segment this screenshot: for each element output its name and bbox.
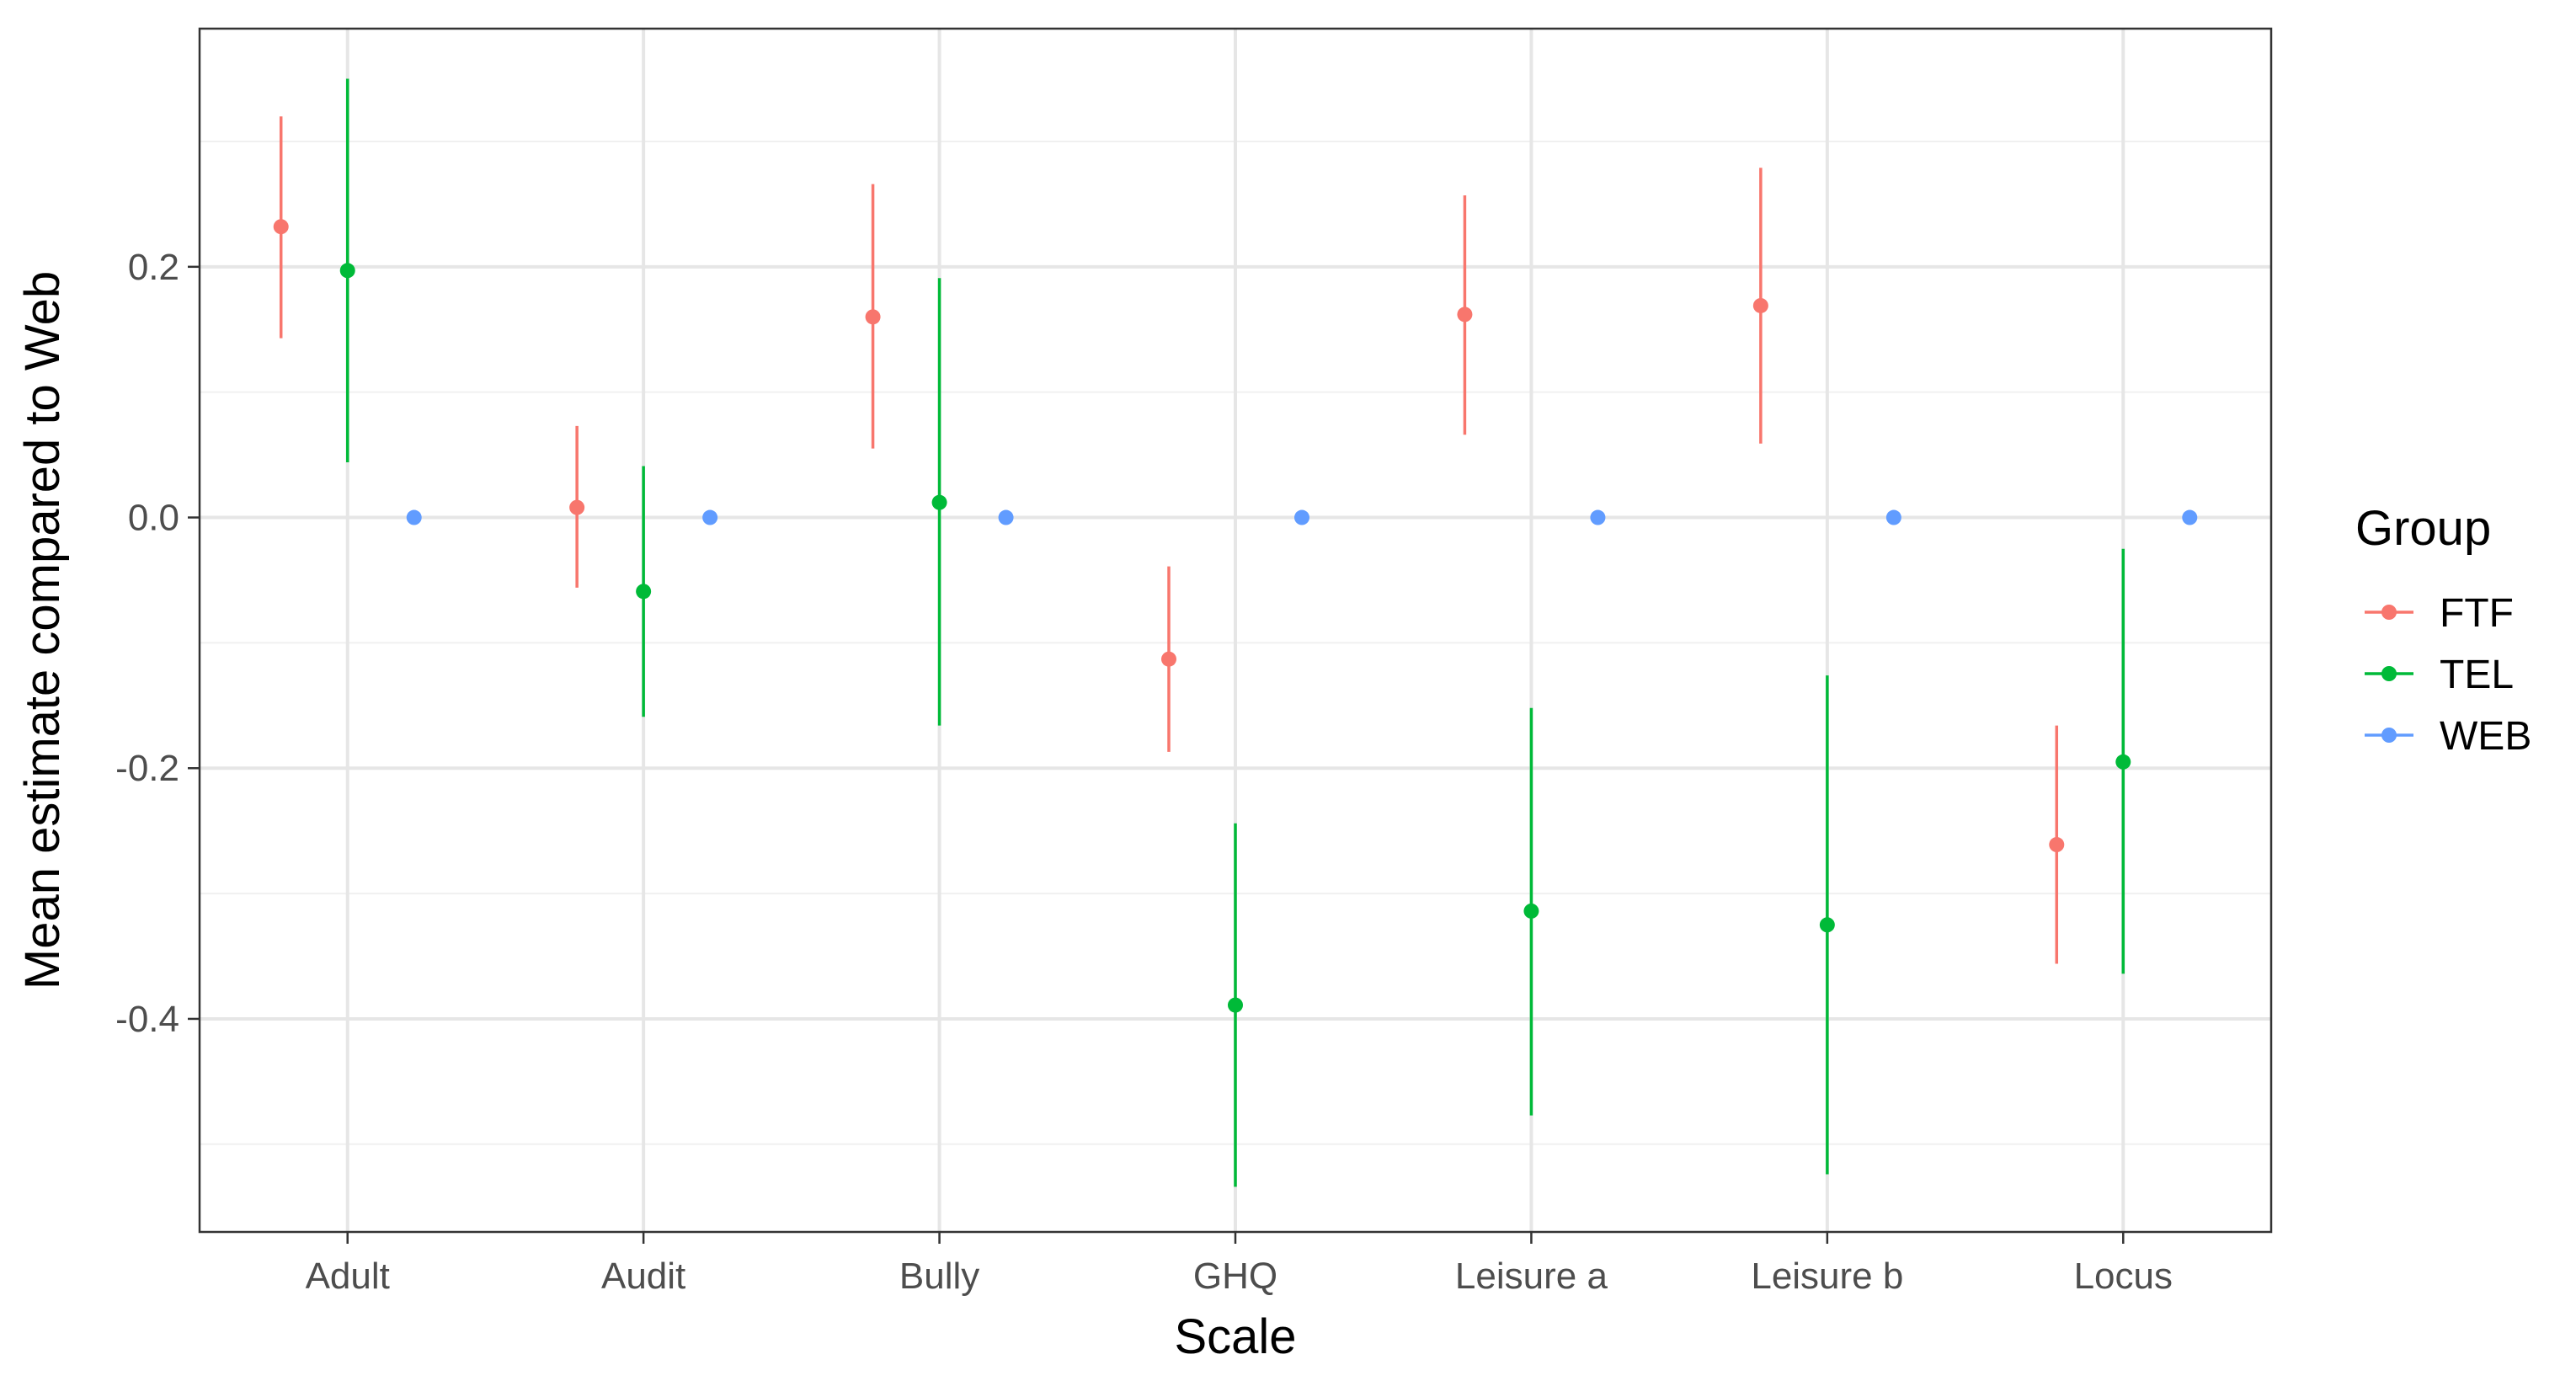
point-web	[1885, 509, 1901, 525]
point-web	[998, 509, 1014, 525]
axes: -0.4 -0.2 0.0 0.2 Adult Audit Bully GHQ Leisure …	[115, 247, 2173, 1297]
point-tel	[339, 263, 355, 279]
legend-key-point-tel	[2381, 666, 2397, 681]
y-tick-label: 0.2	[128, 247, 179, 288]
x-tick-label: Leisure b	[1751, 1256, 1903, 1297]
legend-label-ftf: FTF	[2440, 591, 2514, 636]
point-web	[2182, 509, 2198, 525]
point-ftf	[273, 219, 289, 235]
legend: Group FTF TEL WEB	[2355, 501, 2531, 759]
point-web	[1590, 509, 1606, 525]
point-ftf	[1161, 651, 1176, 667]
point-tel	[1523, 903, 1539, 919]
y-tick-label: -0.2	[115, 748, 179, 789]
legend-key-point-web	[2381, 728, 2397, 743]
legend-title: Group	[2355, 501, 2491, 556]
point-web	[702, 509, 718, 525]
x-tick-label: GHQ	[1193, 1256, 1277, 1297]
point-tel	[2115, 754, 2131, 770]
y-axis-title: Mean estimate compared to Web	[15, 271, 70, 989]
point-ftf	[2049, 837, 2065, 853]
chart-marks	[273, 78, 2198, 1187]
point-tel	[931, 494, 947, 510]
point-web	[1294, 509, 1309, 525]
point-tel	[636, 584, 652, 600]
point-ftf	[569, 499, 585, 515]
x-tick-label: Leisure a	[1455, 1256, 1608, 1297]
y-tick-label: -0.4	[115, 999, 179, 1040]
x-axis-title: Scale	[1174, 1309, 1296, 1364]
x-tick-label: Bully	[899, 1256, 979, 1297]
point-ftf	[1457, 307, 1473, 323]
x-tick-label: Audit	[601, 1256, 685, 1297]
point-ftf	[1752, 297, 1768, 313]
point-tel	[1228, 997, 1243, 1013]
y-tick-label: 0.0	[128, 498, 179, 539]
point-tel	[1819, 917, 1835, 933]
legend-label-web: WEB	[2440, 714, 2531, 759]
legend-key-point-ftf	[2381, 605, 2397, 620]
point-web	[406, 509, 422, 525]
x-tick-label: Locus	[2074, 1256, 2173, 1297]
x-tick-label: Adult	[306, 1256, 390, 1297]
point-ftf	[865, 309, 881, 325]
legend-label-tel: TEL	[2440, 653, 2514, 697]
